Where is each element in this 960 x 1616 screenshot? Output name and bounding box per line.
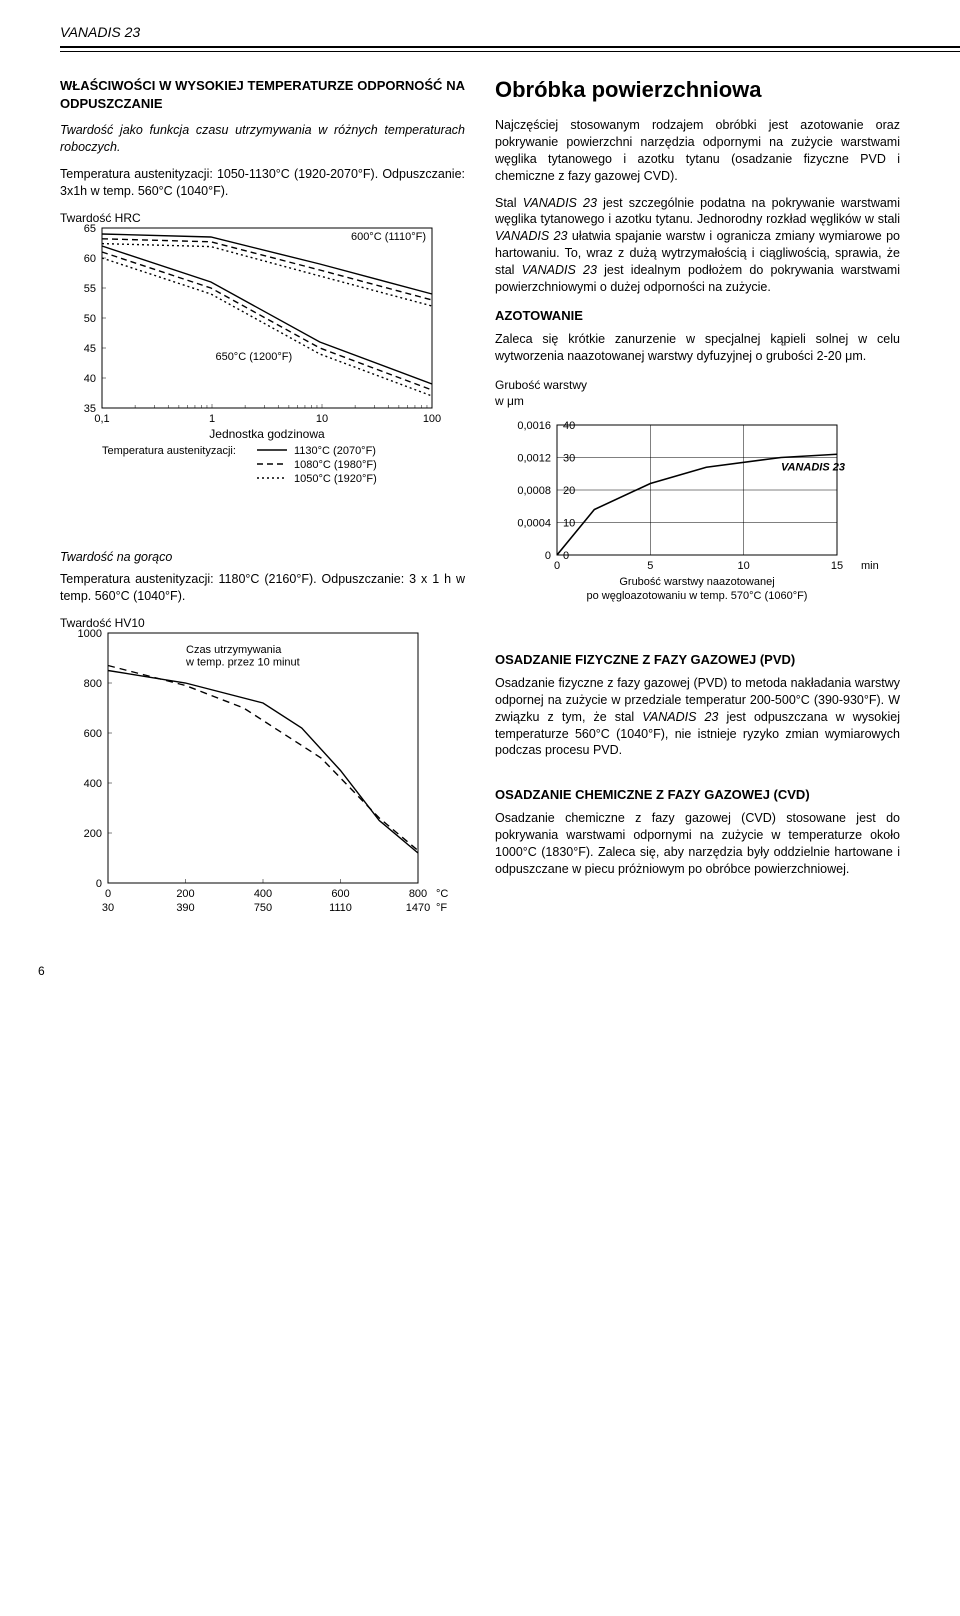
svg-text:60: 60 <box>84 253 96 265</box>
svg-text:650°C (1200°F): 650°C (1200°F) <box>215 351 292 363</box>
svg-text:10: 10 <box>316 413 328 425</box>
svg-text:1470: 1470 <box>406 902 430 914</box>
svg-text:°C: °C <box>436 888 448 900</box>
svg-text:Twardość HV10: Twardość HV10 <box>60 616 145 630</box>
svg-text:200: 200 <box>176 888 194 900</box>
cvd-p: Osadzanie chemiczne z fazy gazowej (CVD)… <box>495 810 900 878</box>
svg-text:0,0008: 0,0008 <box>517 485 551 497</box>
left-column: WŁAŚCIWOŚCI W WYSOKIEJ TEMPERATURZE ODPO… <box>60 77 465 956</box>
svg-text:200: 200 <box>84 828 102 840</box>
svg-text:VANADIS 23: VANADIS 23 <box>781 461 845 473</box>
svg-text:100: 100 <box>423 413 441 425</box>
svg-text:750: 750 <box>254 902 272 914</box>
svg-text:400: 400 <box>84 778 102 790</box>
right-heading: Obróbka powierzchniowa <box>495 77 900 103</box>
chart-hrc: 35404550556065Twardość HRC0,1110100Jedno… <box>60 210 465 525</box>
svg-text:1130°C (2070°F): 1130°C (2070°F) <box>294 445 376 457</box>
pvd-p: Osadzanie fizyczne z fazy gazowej (PVD) … <box>495 675 900 759</box>
svg-text:55: 55 <box>84 283 96 295</box>
svg-text:0: 0 <box>96 878 102 890</box>
header-rule <box>60 46 900 49</box>
cvd-heading: OSADZANIE CHEMICZNE Z FAZY GAZOWEJ (CVD) <box>495 787 900 802</box>
page-number: 6 <box>38 964 45 978</box>
svg-text:10: 10 <box>738 560 750 572</box>
svg-text:w temp. przez 10 minut: w temp. przez 10 minut <box>185 657 300 669</box>
svg-text:30: 30 <box>563 452 575 464</box>
chart-hv10-svg: 02004006008001000Twardość HV100302003904… <box>60 615 460 945</box>
svg-text:0,1: 0,1 <box>94 413 109 425</box>
svg-text:1110: 1110 <box>329 902 352 914</box>
page-header: VANADIS 23 <box>60 24 900 40</box>
svg-text:0: 0 <box>545 550 551 562</box>
svg-text:Jednostka godzinowa: Jednostka godzinowa <box>209 427 325 441</box>
svg-text:Temperatura austenityzacji:: Temperatura austenityzacji: <box>102 445 236 457</box>
svg-text:0,0004: 0,0004 <box>517 517 551 529</box>
right-p2: Stal VANADIS 23 jest szczególnie podatna… <box>495 195 900 296</box>
svg-text:15: 15 <box>831 560 843 572</box>
svg-text:400: 400 <box>254 888 272 900</box>
svg-text:30: 30 <box>102 902 114 914</box>
svg-text:800: 800 <box>409 888 427 900</box>
svg-text:390: 390 <box>176 902 194 914</box>
svg-text:°F: °F <box>436 902 447 914</box>
svg-text:po węgloazotowaniu w temp. 570: po węgloazotowaniu w temp. 570°C (1060°F… <box>587 590 808 602</box>
svg-text:40: 40 <box>563 420 575 432</box>
svg-text:Czas utrzymywania: Czas utrzymywania <box>186 644 282 656</box>
hot-p: Temperatura austenityzacji: 1180°C (2160… <box>60 571 465 605</box>
svg-text:1050°C (1920°F): 1050°C (1920°F) <box>294 473 377 485</box>
svg-text:600°C (1110°F): 600°C (1110°F) <box>351 231 426 243</box>
hot-heading: Twardość na gorąco <box>60 549 465 566</box>
chart-hv10: 02004006008001000Twardość HV100302003904… <box>60 615 465 950</box>
svg-text:0: 0 <box>563 550 569 562</box>
svg-text:0: 0 <box>105 888 111 900</box>
left-p1: Twardość jako funkcja czasu utrzymywania… <box>60 122 465 156</box>
svg-text:10: 10 <box>563 517 575 529</box>
chart-layer: 00 0,0004 10 0,0008 20 0,0012 30 0,0016 40 0 5 10 15… <box>495 417 900 622</box>
chart-hrc-svg: 35404550556065Twardość HRC0,1110100Jedno… <box>60 210 460 520</box>
chart3-ylabel-b: w μm <box>495 393 900 409</box>
svg-text:0: 0 <box>554 560 560 572</box>
right-p1: Najczęściej stosowanym rodzajem obróbki … <box>495 117 900 185</box>
azot-p: Zaleca się krótkie zanurzenie w specjaln… <box>495 331 900 365</box>
left-p2: Temperatura austenityzacji: 1050-1130°C … <box>60 166 465 200</box>
right-column: Obróbka powierzchniowa Najczęściej stoso… <box>495 77 900 956</box>
left-heading: WŁAŚCIWOŚCI W WYSOKIEJ TEMPERATURZE ODPO… <box>60 77 465 112</box>
chart3-ylabel-a: Grubość warstwy <box>495 377 900 393</box>
svg-text:45: 45 <box>84 343 96 355</box>
svg-text:1080°C (1980°F): 1080°C (1980°F) <box>294 459 377 471</box>
svg-text:0,0012: 0,0012 <box>517 452 551 464</box>
svg-text:600: 600 <box>331 888 349 900</box>
chart-layer-svg: 00 0,0004 10 0,0008 20 0,0012 30 0,0016 40 0 5 10 15… <box>495 417 895 617</box>
svg-text:Twardość HRC: Twardość HRC <box>60 211 141 225</box>
svg-text:0,0016: 0,0016 <box>517 420 551 432</box>
svg-text:800: 800 <box>84 678 102 690</box>
svg-text:40: 40 <box>84 373 96 385</box>
svg-text:600: 600 <box>84 728 102 740</box>
svg-text:20: 20 <box>563 485 575 497</box>
svg-text:Grubość warstwy naazotowanej: Grubość warstwy naazotowanej <box>619 576 774 588</box>
svg-text:50: 50 <box>84 313 96 325</box>
svg-text:5: 5 <box>647 560 653 572</box>
pvd-heading: OSADZANIE FIZYCZNE Z FAZY GAZOWEJ (PVD) <box>495 652 900 667</box>
svg-text:min: min <box>861 560 879 572</box>
svg-text:1: 1 <box>209 413 215 425</box>
azot-heading: AZOTOWANIE <box>495 308 900 323</box>
